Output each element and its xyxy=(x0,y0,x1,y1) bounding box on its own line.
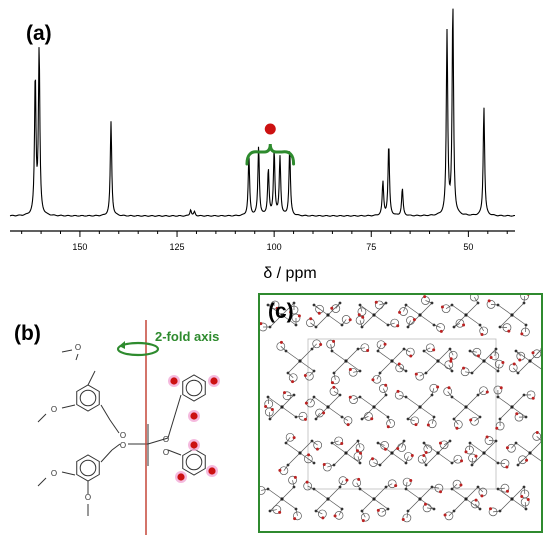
packed-molecule xyxy=(443,386,489,430)
bond xyxy=(109,419,120,434)
red-dot-marker xyxy=(210,377,218,385)
oxygen-atom: O xyxy=(85,493,91,502)
packed-molecule xyxy=(371,340,415,384)
benzene-ring xyxy=(182,374,206,402)
packed-molecule xyxy=(414,343,458,381)
packed-molecule xyxy=(352,477,398,523)
oxygen-atom: O xyxy=(120,441,126,450)
bond xyxy=(37,477,47,487)
x-tick-labels: 150 125 100 75 50 xyxy=(72,242,473,252)
bond xyxy=(75,353,79,361)
packed-molecule xyxy=(398,295,445,333)
aromatic-circle xyxy=(185,379,203,397)
oxygen-atom: O xyxy=(163,448,169,457)
x-tick-label: 125 xyxy=(170,242,185,252)
crystal-packing-diagram xyxy=(260,295,541,523)
rotation-arrow-head xyxy=(119,341,125,349)
packed-molecule xyxy=(260,300,301,332)
benzene-ring xyxy=(76,384,100,412)
packed-molecule xyxy=(369,439,414,467)
oxygen-atom: O xyxy=(120,431,126,440)
molecule-skeleton xyxy=(37,349,206,516)
packed-molecule xyxy=(401,477,444,523)
bond xyxy=(111,443,121,451)
packed-molecule xyxy=(440,295,489,337)
x-tick-label: 50 xyxy=(463,242,473,252)
bond xyxy=(61,404,76,409)
panel-b-label: (b) xyxy=(14,322,41,345)
packed-molecule xyxy=(505,430,541,467)
panel-a-label: (a) xyxy=(26,22,52,45)
bond xyxy=(100,404,111,421)
unit-cell xyxy=(307,338,497,490)
packed-molecule xyxy=(464,435,510,469)
peak-group-brace xyxy=(245,143,296,166)
bond xyxy=(61,471,76,476)
bond xyxy=(37,413,47,423)
highlighted-atoms xyxy=(168,375,220,483)
packed-molecule xyxy=(460,347,505,377)
bond xyxy=(167,449,182,456)
oxygen-atom: O xyxy=(51,469,57,478)
packed-molecule xyxy=(260,475,302,521)
packed-molecule xyxy=(304,385,353,427)
rotation-arrow-icon xyxy=(116,341,160,357)
red-dot-marker xyxy=(177,473,185,481)
x-axis-label: δ / ppm xyxy=(263,265,316,282)
packed-molecule xyxy=(508,348,541,375)
red-dot-marker xyxy=(208,467,216,475)
packed-molecules xyxy=(260,295,541,523)
packed-molecule xyxy=(355,300,400,329)
bond xyxy=(167,394,182,439)
two-fold-axis-label: 2-fold axis xyxy=(155,329,219,344)
packed-molecule xyxy=(264,391,308,421)
red-dot-marker xyxy=(190,412,198,420)
packed-molecule xyxy=(276,339,323,384)
aromatic-circle xyxy=(185,453,203,471)
x-tick-label: 100 xyxy=(267,242,282,252)
packed-molecule xyxy=(348,383,395,429)
bond xyxy=(100,449,113,463)
benzene-ring xyxy=(182,448,206,476)
packed-molecule xyxy=(488,483,530,517)
packed-molecule xyxy=(278,432,323,476)
crystal-packing-panel xyxy=(258,293,543,533)
packed-molecule xyxy=(443,479,488,521)
panel-c-label: (c) xyxy=(268,300,294,323)
packed-molecule xyxy=(417,439,464,467)
bond xyxy=(61,349,73,353)
packed-molecule xyxy=(326,339,370,385)
x-tick-label: 75 xyxy=(366,242,376,252)
spectrum-trace xyxy=(9,8,515,217)
packed-molecule xyxy=(486,295,530,337)
packed-molecule xyxy=(493,385,536,431)
red-dot-marker xyxy=(170,377,178,385)
oxygen-atom: O xyxy=(163,435,169,444)
packed-molecule xyxy=(322,436,365,472)
bond xyxy=(87,370,96,386)
aromatic-circle xyxy=(79,459,97,477)
x-axis xyxy=(10,230,515,237)
red-dot-marker xyxy=(264,123,276,135)
nmr-spectrum: 150 125 100 75 50 δ / ppm xyxy=(9,8,515,282)
red-dot-marker xyxy=(190,441,198,449)
packed-molecule xyxy=(306,301,352,329)
bond xyxy=(147,437,169,445)
packed-molecule xyxy=(394,383,440,429)
packed-molecule xyxy=(303,476,349,520)
oxygen-atom: O xyxy=(51,405,57,414)
aromatic-circle xyxy=(79,389,97,407)
x-tick-label: 150 xyxy=(72,242,87,252)
oxygen-atom: O xyxy=(75,343,81,352)
